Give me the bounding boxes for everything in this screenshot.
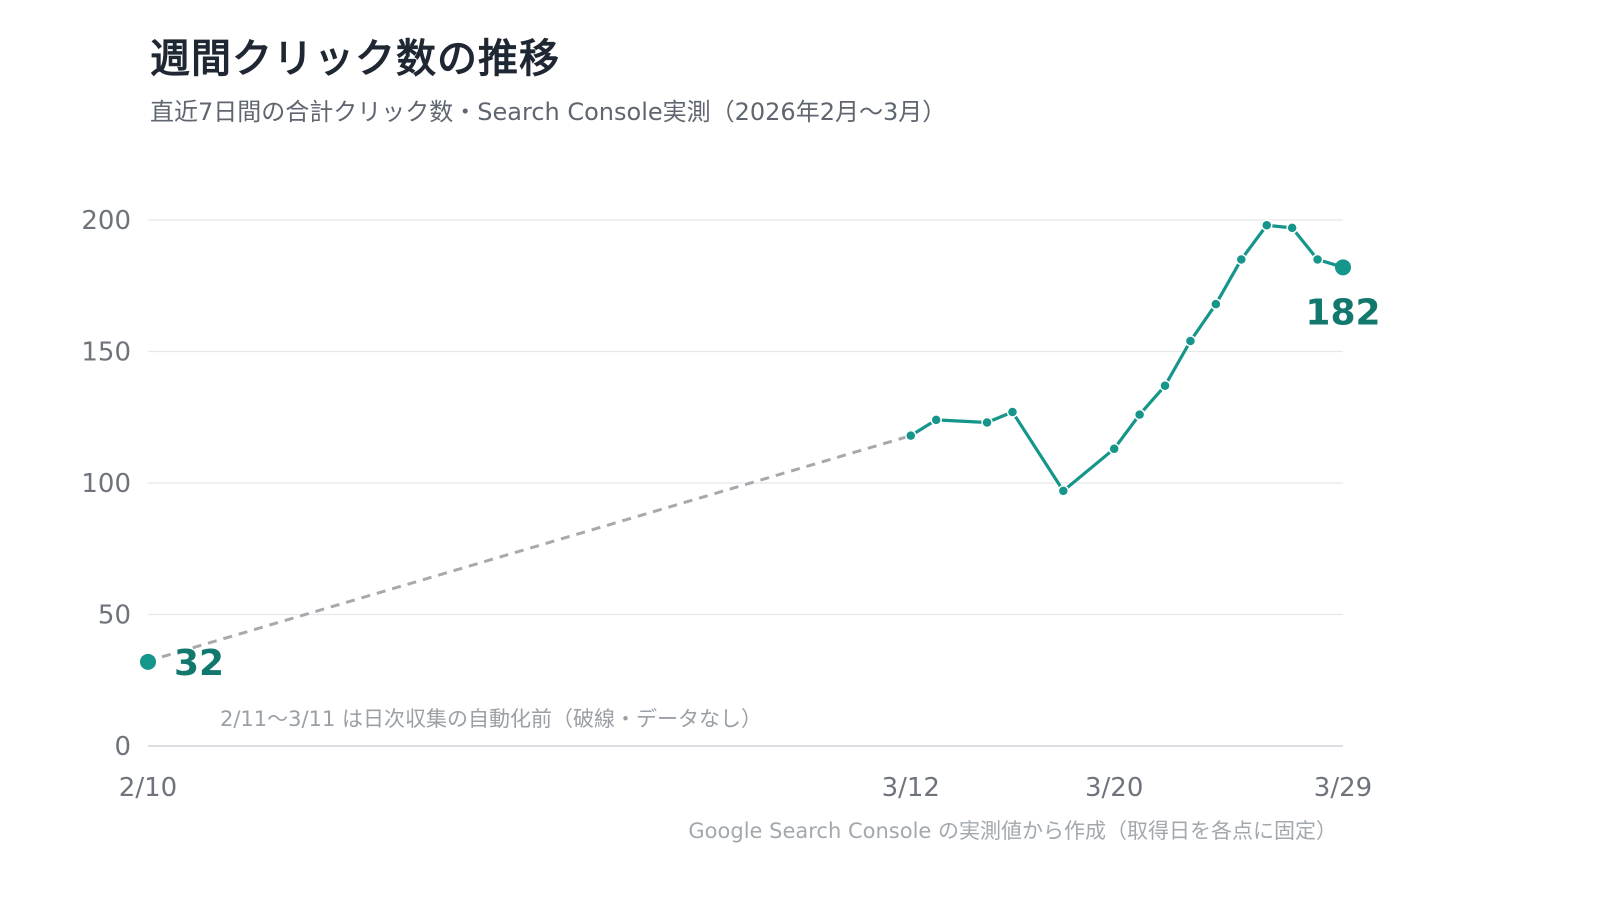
data-point [1335,259,1351,276]
data-point [930,414,942,426]
y-tick-label: 150 [81,338,131,368]
data-point [1057,485,1070,497]
y-tick-label: 0 [114,732,131,762]
data-point [1210,298,1222,310]
last-value-label: 182 [1305,292,1380,333]
data-point [1235,253,1248,266]
data-point [905,429,917,442]
gap-note: 2/11〜3/11 は日次収集の自動化前（破線・データなし） [220,707,762,731]
chart-subtitle: 直近7日間の合計クリック数・Search Console実測（2026年2月〜3… [150,98,947,126]
data-point [981,416,993,429]
first-value-label: 32 [174,643,224,684]
y-tick-label: 50 [98,601,131,631]
data-point [1286,222,1298,234]
y-tick-label: 100 [81,469,131,499]
x-tick-label: 3/29 [1314,773,1372,803]
y-axis-ticks: 0 50 100 150 200 [81,206,131,762]
data-point [1311,253,1324,266]
data-point [140,653,156,670]
y-tick-label: 200 [81,206,131,236]
chart-title: 週間クリック数の推移 [150,36,560,82]
source-note: Google Search Console の実測値から作成（取得日を各点に固定… [688,819,1337,843]
data-point [1260,219,1273,232]
series-line [909,223,1344,493]
x-tick-label: 3/12 [882,773,940,803]
data-point [1184,335,1197,347]
gap-dashed-line [161,434,912,659]
data-point [1159,379,1171,392]
x-axis-ticks: 2/10 3/12 3/20 3/29 [119,773,1372,803]
data-points [140,219,1351,670]
data-point [1108,443,1120,455]
data-point [1133,408,1146,421]
x-tick-label: 3/20 [1085,773,1143,803]
x-tick-label: 2/10 [119,773,177,803]
data-point [1006,406,1019,418]
